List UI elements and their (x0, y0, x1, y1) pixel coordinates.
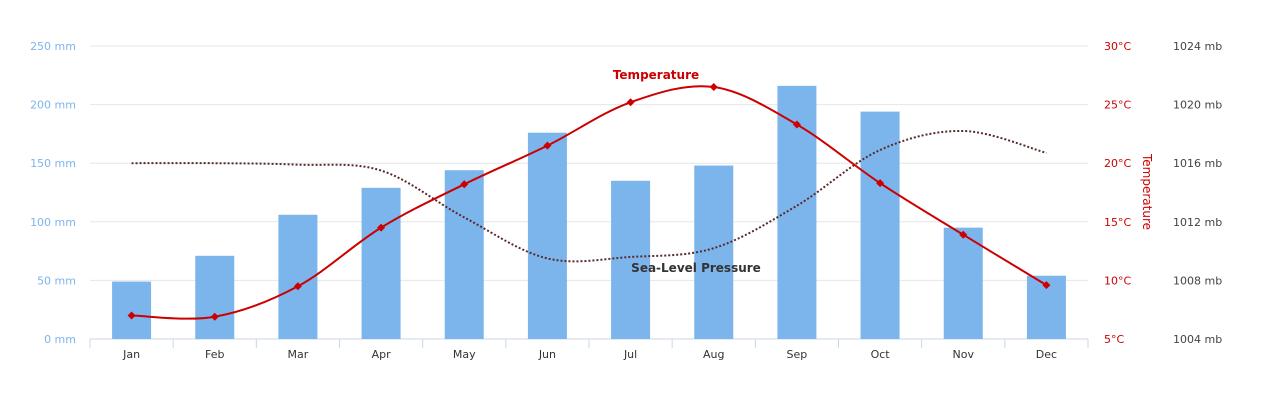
bar (527, 132, 567, 339)
series-label-pressure: Sea-Level Pressure (631, 261, 761, 275)
y-tick-label-precipitation: 150 mm (30, 157, 76, 170)
x-tick-label: Mar (288, 348, 309, 361)
x-tick-label: Jul (623, 348, 637, 361)
x-tick-label: Jan (122, 348, 140, 361)
y-tick-label-pressure: 1020 mb (1173, 99, 1222, 112)
temperature-point (626, 98, 635, 107)
x-tick-label: Apr (372, 348, 392, 361)
bar (112, 281, 152, 339)
temperature-point (709, 83, 718, 92)
temperature-point (460, 180, 469, 189)
temperature-point (1042, 281, 1051, 290)
x-tick-label: Sep (787, 348, 808, 361)
bar (943, 227, 983, 339)
y-tick-label-temperature: 20°C (1104, 157, 1131, 170)
bar (195, 255, 235, 339)
y-tick-label-temperature: 15°C (1104, 216, 1131, 229)
temperature-point (543, 141, 552, 150)
x-tick-label: Feb (205, 348, 224, 361)
y-tick-label-precipitation: 100 mm (30, 216, 76, 229)
temperature-point (792, 120, 801, 129)
x-tick-label: Aug (703, 348, 724, 361)
precipitation-bars (112, 85, 1066, 340)
x-tick-label: Jun (538, 348, 556, 361)
pressure-line (131, 129, 1047, 263)
y-tick-label-pressure: 1024 mb (1173, 40, 1222, 53)
x-tick-label: Oct (871, 348, 891, 361)
y-tick-label-precipitation: 200 mm (30, 99, 76, 112)
bar (444, 170, 484, 339)
bar (860, 111, 900, 339)
temperature-point (127, 311, 136, 320)
temperature-line (131, 85, 1047, 320)
temperature-markers (127, 83, 1051, 321)
y-tick-label-pressure: 1012 mb (1173, 216, 1222, 229)
y-tick-label-pressure: 1008 mb (1173, 274, 1222, 287)
x-tick-label: Nov (953, 348, 975, 361)
temperature-point (377, 223, 386, 232)
temperature-point (959, 230, 968, 239)
bar (611, 180, 651, 339)
y-tick-label-temperature: 25°C (1104, 99, 1131, 112)
y-tick-label-pressure: 1016 mb (1173, 157, 1222, 170)
y-tick-label-temperature: 5°C (1104, 333, 1124, 346)
series-label-temperature: Temperature (613, 68, 699, 82)
y-tick-label-precipitation: 50 mm (37, 274, 76, 287)
temperature-point (876, 179, 885, 188)
temperature-point (293, 282, 302, 291)
bar (694, 165, 734, 339)
y-tick-label-pressure: 1004 mb (1173, 333, 1222, 346)
gridlines (89, 45, 1089, 348)
y-tick-label-temperature: 30°C (1104, 40, 1131, 53)
x-tick-label: May (453, 348, 476, 361)
x-tick-label: Dec (1036, 348, 1057, 361)
bar (361, 187, 401, 339)
temperature-point (210, 312, 219, 321)
y-tick-label-precipitation: 250 mm (30, 40, 76, 53)
y-tick-label-precipitation: 0 mm (44, 333, 76, 346)
y-axis-title-temperature: Temperature (1140, 153, 1154, 230)
y-tick-label-temperature: 10°C (1104, 274, 1131, 287)
bar (278, 214, 318, 339)
